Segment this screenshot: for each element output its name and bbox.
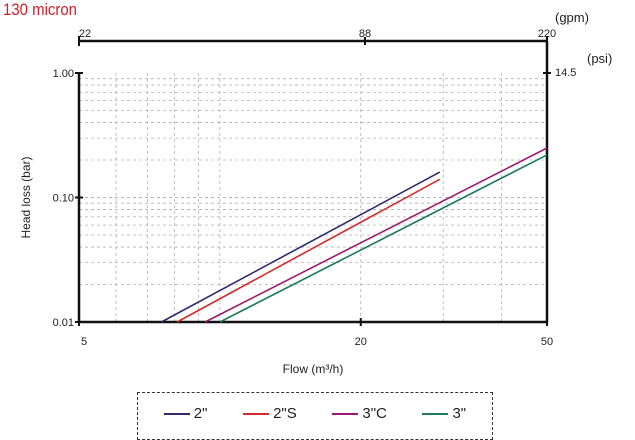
chart-title: 130 micron (3, 0, 78, 19)
head-loss-chart: 22 88 220 (gpm) 0.01 0.10 1.00 Head loss (bar) 1… (19, 10, 612, 376)
series-line (219, 154, 548, 323)
legend-label: 2" (193, 405, 208, 422)
right-tick-label: 14.5 (555, 67, 576, 79)
right-axis-unit: (psi) (587, 51, 612, 66)
legend-label: 3"C (362, 405, 387, 422)
y-tick-label: 1.00 (53, 68, 74, 80)
y-tick-label: 0.10 (53, 193, 74, 205)
x-axis-label: Flow (m³/h) (283, 362, 344, 376)
legend-label: 2"S (273, 405, 297, 422)
top-tick-label: 88 (359, 28, 371, 40)
x-tick-label: 20 (355, 336, 367, 348)
series-line (161, 171, 441, 323)
legend-item: 2"S (243, 405, 297, 422)
legend-swatch (243, 412, 270, 415)
legend-item: 2" (163, 405, 208, 422)
x-tick-label: 50 (541, 336, 553, 348)
top-tick-label: 22 (79, 28, 91, 40)
top-axis-unit: (gpm) (555, 10, 589, 25)
legend-item: 3"C (332, 405, 387, 422)
legend-label: 3" (452, 405, 467, 422)
series-line (204, 147, 548, 323)
legend-item: 3" (422, 405, 466, 422)
series-line (176, 178, 441, 323)
top-tick-label: 220 (538, 28, 556, 40)
y-axis-label: Head loss (bar) (19, 156, 33, 238)
legend-swatch (163, 412, 190, 415)
legend-swatch (422, 412, 449, 415)
legend-swatch (332, 412, 359, 415)
y-tick-label: 0.01 (53, 317, 74, 329)
x-tick-label: 5 (81, 336, 87, 348)
